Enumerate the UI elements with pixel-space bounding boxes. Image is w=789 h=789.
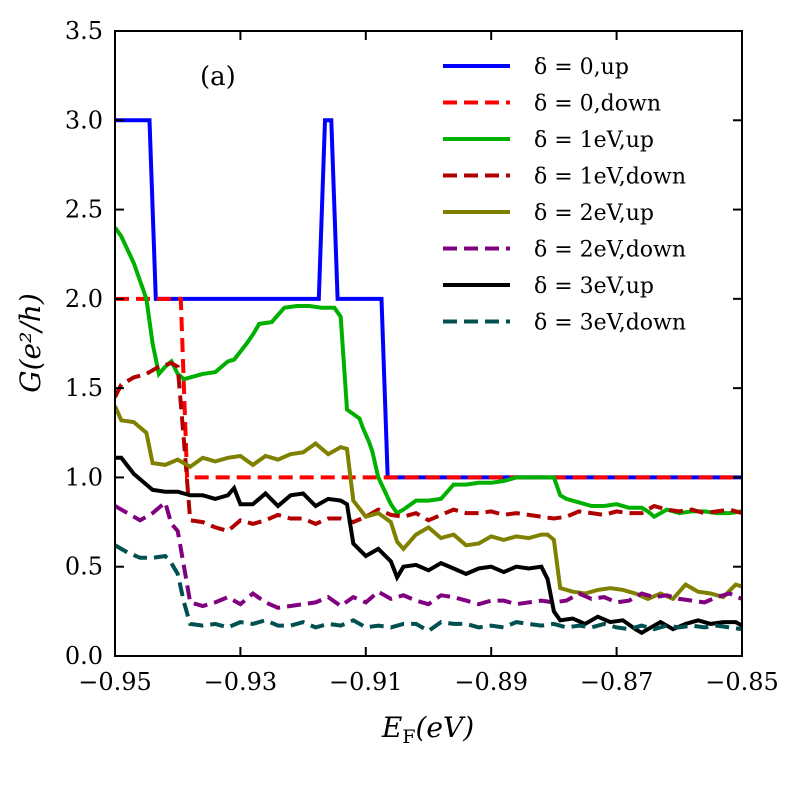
x-axis-title: EF(eV) (381, 711, 474, 748)
legend-label-4: δ = 2eV,up (534, 201, 654, 226)
y-tick-label-3: 1.5 (65, 374, 103, 402)
y-tick-label-6: 3.0 (65, 106, 103, 134)
series-line-6 (115, 455, 742, 636)
x-tick-label-1: −0.93 (204, 668, 278, 696)
legend-label-5: δ = 2eV,down (534, 238, 686, 263)
series-layer (115, 118, 742, 636)
y-tick-label-0: 0.0 (65, 642, 103, 670)
plot-frame (114, 30, 743, 657)
x-tick-label-3: −0.89 (454, 668, 528, 696)
legend-label-6: δ = 3eV,up (534, 274, 654, 299)
legend-label-7: δ = 3eV,down (534, 311, 686, 336)
y-tick-label-2: 1.0 (65, 463, 103, 491)
legend-label-1: δ = 0,down (534, 92, 661, 117)
series-line-2 (115, 226, 742, 520)
legend-label-0: δ = 0,up (534, 55, 629, 80)
y-tick-label-4: 2.0 (65, 285, 103, 313)
x-tick-label-0: −0.95 (78, 668, 152, 696)
y-tick-label-5: 2.5 (65, 196, 103, 224)
x-axis-title-sub: F (402, 726, 415, 748)
x-axis-title-tail: (eV) (416, 711, 475, 744)
y-tick-label-7: 3.5 (65, 17, 103, 45)
panel-label: (a) (200, 62, 236, 92)
x-axis-title-main: E (381, 711, 402, 744)
y-tick-label-1: 0.5 (65, 553, 103, 581)
x-tick-label-5: −0.85 (705, 668, 779, 696)
ticks-layer: −0.95 −0.93 −0.91 −0.89 −0.87 −0.85 0.0 0.5 1.0 1… (65, 17, 779, 696)
legend: δ = 0,up δ = 0,down δ = 1eV,up δ = 1eV,down… (443, 55, 686, 336)
series-line-3 (115, 360, 742, 534)
x-tick-label-4: −0.87 (580, 668, 654, 696)
series-line-4 (115, 405, 742, 602)
legend-label-3: δ = 1eV,down (534, 165, 686, 190)
series-line-0 (115, 118, 742, 480)
x-tick-label-2: −0.91 (329, 668, 403, 696)
series-line-7 (115, 543, 742, 634)
legend-label-2: δ = 1eV,up (534, 128, 654, 153)
series-line-5 (115, 498, 742, 610)
y-axis-title: G(e²/h) (14, 293, 47, 392)
